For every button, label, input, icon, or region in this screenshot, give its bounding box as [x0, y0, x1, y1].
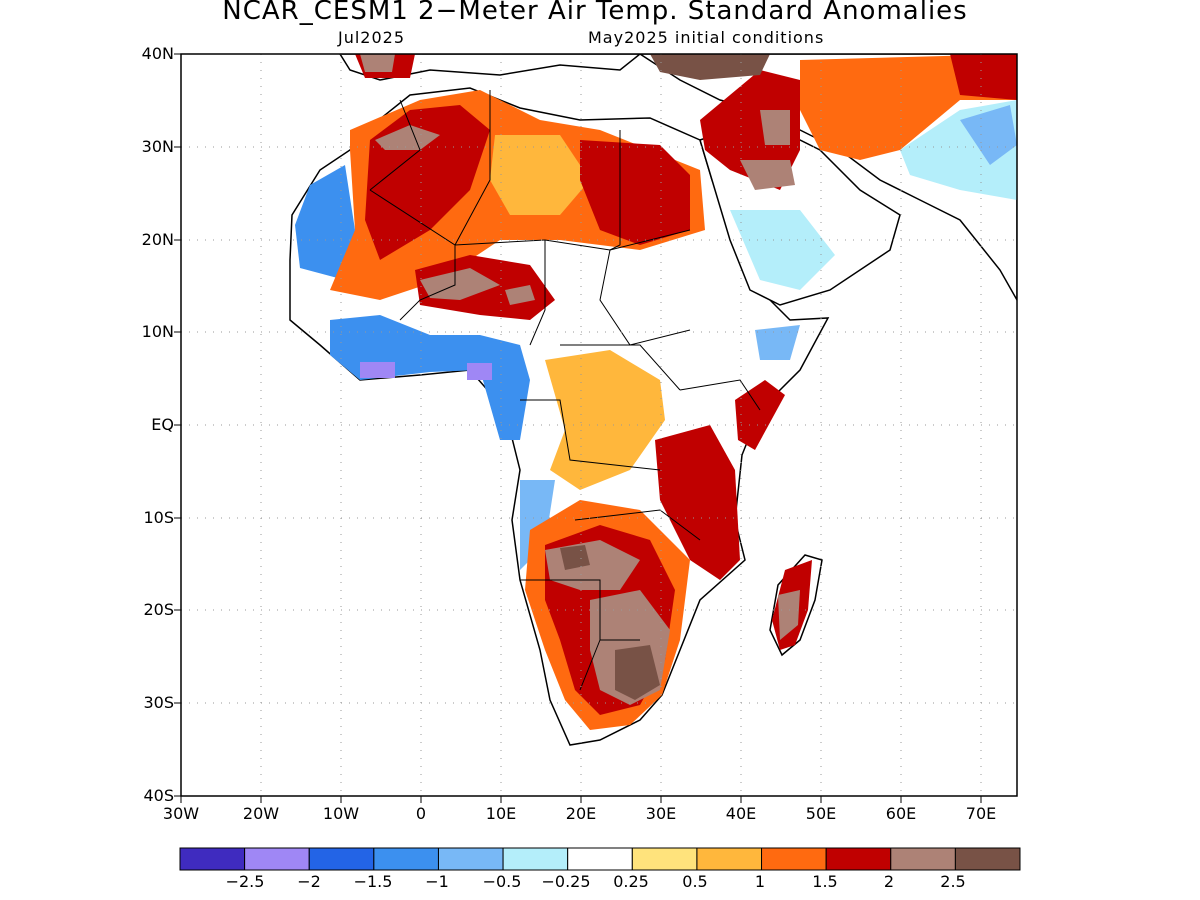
lon-label-10w: 10W	[322, 804, 360, 823]
lon-label-60e: 60E	[885, 804, 917, 823]
colorbar-label: −2	[297, 872, 321, 891]
anomaly-middle-east-brown	[740, 110, 795, 190]
anomaly-south-africa-darkbrown	[615, 645, 660, 700]
country-borders	[369, 90, 761, 691]
anomaly-madagascar-brown	[778, 590, 800, 640]
anomaly-west-sahara-brown	[375, 125, 440, 150]
gridlines	[181, 54, 1017, 796]
europe-land	[339, 54, 642, 81]
anomaly-turkey-brown	[650, 54, 770, 80]
colorbar-swatch	[502, 847, 569, 871]
lat-label-eq: EQ	[151, 415, 174, 434]
initial-conditions: May2025 initial conditions	[588, 28, 825, 47]
anomaly-central-africa-yellow	[545, 350, 665, 490]
colorbar-label: −1.5	[353, 872, 393, 891]
colorbar-label: −2.5	[225, 872, 265, 891]
lat-label-20n: 20N	[141, 230, 174, 249]
anomaly-pakistan-blue	[960, 105, 1017, 165]
lon-label-10e: 10E	[485, 804, 517, 823]
colorbar-label: −1	[425, 872, 449, 891]
lat-label-10s: 10S	[143, 508, 174, 527]
colorbar-swatch	[567, 847, 633, 871]
colorbar-swatch	[308, 847, 375, 871]
colorbar-swatch	[631, 847, 698, 871]
anomaly-gulf-guinea-purple	[360, 362, 492, 380]
colorbar-swatch	[373, 847, 439, 871]
anomaly-horn-blue	[755, 325, 800, 360]
colorbar-swatch	[890, 847, 956, 871]
lon-label-70e: 70E	[965, 804, 997, 823]
colorbar-label: 0.25	[613, 872, 649, 891]
lon-label-50e: 50E	[805, 804, 837, 823]
anomaly-arabia-lightblue	[730, 210, 835, 290]
anomaly-zambia-darkbrown	[560, 545, 590, 570]
colorbar-swatch	[244, 847, 310, 871]
colorbar-label: 1.5	[812, 872, 838, 891]
colorbar-swatch	[437, 847, 504, 871]
colorbar-label: 0.5	[682, 872, 708, 891]
anomaly-west-africa-blue	[330, 315, 530, 440]
colorbar-label: −0.5	[482, 872, 522, 891]
lat-label-40s: 40S	[143, 786, 174, 805]
anomaly-east-africa-red	[655, 425, 740, 580]
lat-label-30n: 30N	[141, 137, 174, 156]
forecast-month: Jul2025	[338, 28, 406, 47]
anomaly-sahara-yellow	[490, 135, 590, 215]
lon-label-30e: 30E	[645, 804, 677, 823]
map-content	[181, 54, 1017, 796]
lon-label-40e: 40E	[725, 804, 757, 823]
colorbar-label: −0.25	[541, 872, 591, 891]
lon-label-20w: 20W	[242, 804, 280, 823]
anomaly-kenya-red	[735, 380, 785, 450]
colorbar-swatch	[825, 847, 892, 871]
colorbar-label: 1	[754, 872, 766, 891]
lat-label-40n: 40N	[141, 44, 174, 63]
anomaly-west-sahara-blue	[295, 165, 355, 280]
lat-label-30s: 30S	[143, 693, 174, 712]
anomaly-sahel-brown	[420, 268, 535, 305]
lon-label-20e: 20E	[565, 804, 597, 823]
lat-label-20s: 20S	[143, 600, 174, 619]
colorbar-swatch	[761, 847, 827, 871]
anomaly-europe-brown	[360, 54, 395, 72]
lon-label-0: 0	[415, 804, 427, 823]
colorbar-swatch	[179, 847, 246, 871]
colorbar-label: 2.5	[940, 872, 966, 891]
colorbar-swatch	[696, 847, 763, 871]
colorbar-label: 2	[883, 872, 895, 891]
colorbar	[179, 847, 1021, 871]
lat-label-10n: 10N	[141, 322, 174, 341]
anomaly-egypt-red	[580, 140, 690, 245]
colorbar-swatch	[954, 847, 1021, 871]
lon-label-30w: 30W	[162, 804, 200, 823]
map-title: NCAR_CESM1 2−Meter Air Temp. Standard An…	[222, 0, 968, 26]
axis-ticks	[174, 53, 982, 803]
